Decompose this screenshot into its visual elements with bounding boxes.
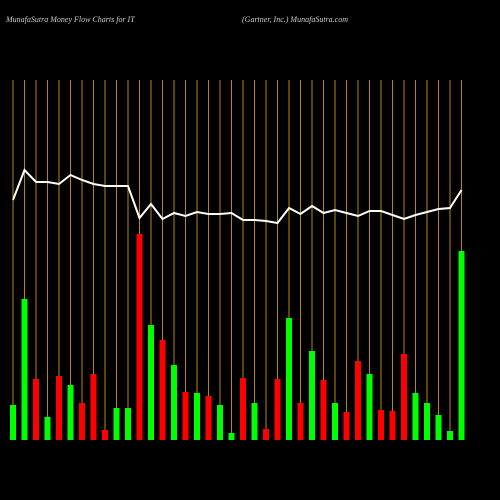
bar — [171, 365, 177, 440]
bar — [263, 429, 269, 440]
bar — [389, 411, 396, 440]
bar — [343, 412, 350, 440]
bar — [401, 354, 407, 440]
bar — [355, 361, 361, 440]
bar — [125, 408, 131, 440]
bar — [67, 385, 74, 440]
bar — [21, 299, 28, 440]
bar — [44, 417, 51, 440]
bar — [205, 396, 212, 440]
bar — [33, 379, 39, 440]
bar — [286, 318, 292, 440]
bar — [435, 415, 442, 440]
bar — [148, 325, 154, 440]
bar — [320, 380, 327, 440]
bar — [10, 405, 16, 440]
bar — [332, 403, 338, 440]
bar — [182, 392, 189, 440]
bar — [366, 374, 373, 440]
bar — [194, 393, 200, 440]
bar — [240, 378, 246, 440]
bar — [458, 251, 465, 440]
bar — [378, 410, 384, 440]
bar — [274, 379, 281, 440]
bar — [79, 403, 85, 440]
bar — [56, 376, 62, 440]
bar — [424, 403, 430, 440]
chart-subtitle: (Gartner, Inc.) MunafaSutra.com — [242, 15, 348, 24]
bar — [412, 393, 419, 440]
bar — [297, 403, 304, 440]
bar — [251, 403, 258, 440]
bar — [228, 433, 235, 440]
bar — [136, 234, 143, 440]
bar — [90, 374, 97, 440]
chart-title: MunafaSutra Money Flow Charts for IT — [5, 15, 135, 24]
line — [12, 168, 463, 225]
bar — [217, 405, 223, 440]
bar — [447, 431, 453, 440]
bar — [102, 430, 108, 440]
bar — [309, 351, 315, 440]
bar — [159, 340, 166, 440]
bar — [113, 408, 120, 440]
